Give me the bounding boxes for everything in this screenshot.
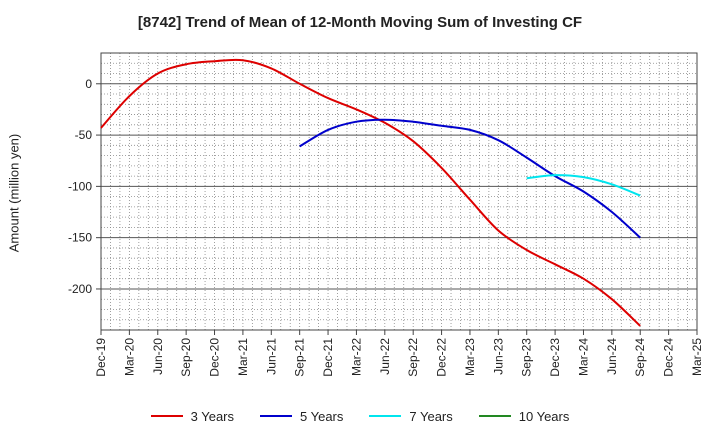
legend-item-7-years: 7 Years <box>369 408 453 424</box>
y-tick-label: -200 <box>68 282 92 296</box>
x-tick-label: Jun-20 <box>151 338 165 375</box>
x-tick-label: Sep-23 <box>520 338 534 377</box>
grid-lines <box>101 53 697 330</box>
x-tick-label: Jun-22 <box>378 338 392 375</box>
x-tick-label: Dec-22 <box>435 338 449 377</box>
legend-swatch <box>478 415 511 417</box>
y-tick-label: -150 <box>68 231 92 245</box>
x-tick-label: Mar-23 <box>463 338 477 376</box>
x-tick-label: Mar-24 <box>576 338 590 376</box>
legend-label: 3 Years <box>190 408 234 424</box>
legend-item-5-years: 5 Years <box>260 409 343 424</box>
x-tick-label: Jun-23 <box>491 338 505 375</box>
y-tick-label: -50 <box>75 128 93 142</box>
legend-label: 10 Years <box>518 408 570 424</box>
x-tick-label: Dec-21 <box>321 338 335 377</box>
legend-swatch <box>369 415 402 417</box>
legend-item-10-years: 10 Years <box>478 408 570 424</box>
legend-swatch <box>260 415 292 417</box>
legend-label: 5 Years <box>300 408 344 424</box>
x-tick-label: Sep-24 <box>633 338 647 377</box>
x-tick-label: Sep-20 <box>179 338 193 377</box>
x-tick-label: Mar-25 <box>690 338 704 376</box>
chart-legend: 3 Years 5 Years 7 Years 10 Years <box>0 406 720 426</box>
plot-area <box>101 53 697 330</box>
series-line-5-years <box>299 118 641 239</box>
y-tick-label: -100 <box>68 179 92 193</box>
x-tick-label: Dec-24 <box>662 338 676 377</box>
y-tick-label: 0 <box>85 77 92 91</box>
x-tick-label: Sep-21 <box>293 338 307 377</box>
series-line-3-years <box>100 58 641 327</box>
legend-label: 7 Years <box>409 408 453 424</box>
plot-border <box>100 52 698 331</box>
x-tick-label: Dec-19 <box>94 338 108 377</box>
legend-item-3-years: 3 Years <box>150 408 234 424</box>
x-tick-label: Jun-24 <box>605 338 619 375</box>
x-tick-label: Jun-21 <box>264 338 278 375</box>
x-tick-label: Mar-21 <box>236 338 250 376</box>
legend-swatch <box>150 415 183 417</box>
x-tick-label: Dec-23 <box>548 338 562 377</box>
x-tick-label: Sep-22 <box>406 338 420 377</box>
chart-title: [8742] Trend of Mean of 12-Month Moving … <box>137 14 583 31</box>
x-tick-label: Mar-20 <box>122 338 136 376</box>
series-line-7-years <box>526 174 641 197</box>
x-tick-label: Dec-20 <box>208 338 222 377</box>
x-tick-label: Mar-22 <box>349 338 363 376</box>
